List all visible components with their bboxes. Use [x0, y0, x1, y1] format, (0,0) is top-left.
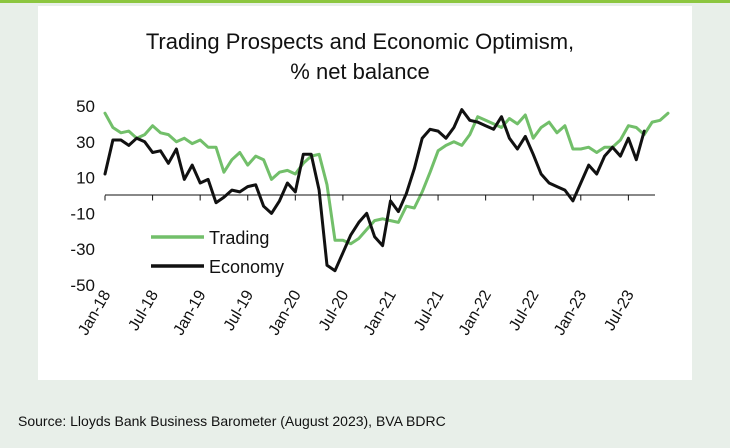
- chart-title-line1: Trading Prospects and Economic Optimism,: [146, 29, 574, 54]
- legend-label-economy: Economy: [209, 257, 284, 277]
- y-tick-label: -10: [70, 204, 95, 223]
- top-accent-rule: [0, 0, 730, 3]
- y-tick-label: -50: [70, 276, 95, 295]
- y-tick-label: -30: [70, 240, 95, 259]
- x-tick-label-jan-23: Jan-23: [551, 287, 590, 338]
- x-tick-label-jul-23: Jul-23: [601, 287, 638, 333]
- x-tick-label-jan-21: Jan-21: [361, 287, 400, 338]
- x-tick-label-jul-19: Jul-19: [221, 287, 258, 333]
- x-tick-label-jul-18: Jul-18: [126, 287, 163, 333]
- x-tick-label-jan-20: Jan-20: [266, 287, 305, 338]
- legend-label-trading: Trading: [209, 228, 269, 248]
- y-tick-label: 30: [76, 133, 95, 152]
- source-note: Source: Lloyds Bank Business Barometer (…: [18, 413, 446, 429]
- x-tick-label-jul-21: Jul-21: [411, 287, 448, 333]
- x-tick-label-jul-20: Jul-20: [316, 287, 353, 333]
- series-line-economy: [103, 108, 646, 273]
- x-tick-label-jul-22: Jul-22: [506, 287, 543, 333]
- x-tick-label-jan-19: Jan-19: [170, 287, 209, 338]
- y-tick-label: 10: [76, 169, 95, 188]
- x-tick-label-jan-18: Jan-18: [75, 287, 114, 338]
- chart-title-line2: % net balance: [290, 59, 429, 84]
- chart-legend: Trading Economy: [151, 228, 284, 277]
- chart-panel: Trading Prospects and Economic Optimism,…: [38, 6, 692, 380]
- line-chart: Trading Prospects and Economic Optimism,…: [70, 29, 670, 338]
- y-tick-label: 50: [76, 97, 95, 116]
- x-tick-label-jan-22: Jan-22: [456, 287, 495, 338]
